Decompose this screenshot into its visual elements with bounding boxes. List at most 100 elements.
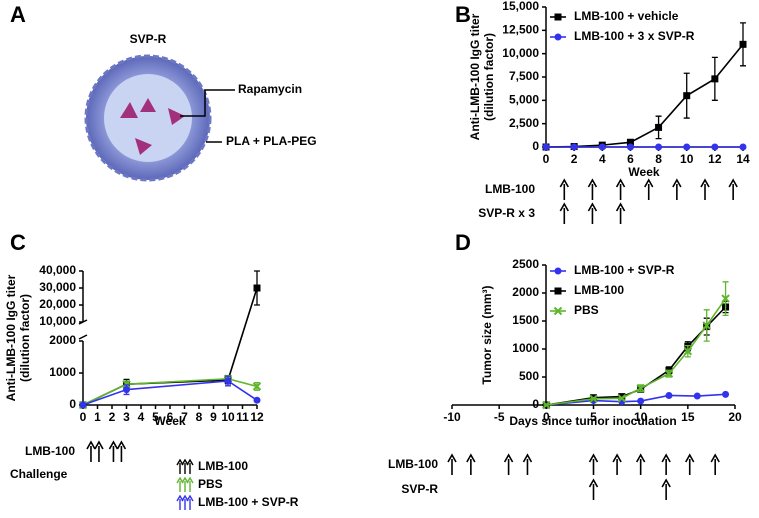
arrow [615, 178, 626, 200]
y-tick-label: 2000 [49, 333, 76, 347]
arrow [588, 453, 599, 475]
marker [683, 143, 691, 151]
x-tick-label: 2 [109, 410, 116, 424]
x-tick-label: 6 [627, 152, 634, 166]
marker [570, 143, 578, 151]
arrow [661, 478, 671, 500]
marker [79, 401, 87, 409]
y-tick-label: 10,000 [502, 46, 539, 60]
particle-title: SVP-R [130, 32, 167, 46]
arrow [615, 202, 626, 224]
arrow [661, 453, 671, 475]
legend-label: PBS [198, 477, 223, 491]
y-tick-label: 2000 [512, 285, 539, 299]
arrow [587, 202, 598, 224]
series-line [82, 287, 258, 406]
legend-label: LMB-100 [198, 459, 248, 473]
marker [711, 75, 719, 83]
row-label: SVP-R x 3 [478, 206, 535, 220]
marker [683, 92, 691, 100]
y-tick-label: 0 [532, 397, 539, 411]
axis-break [78, 334, 88, 340]
x-axis-label: Days since tumor inoculation [509, 414, 676, 428]
marker [636, 383, 645, 393]
x-tick-label: -10 [443, 410, 461, 424]
arrow [685, 453, 695, 475]
y-axis-label: (dilution factor) [482, 33, 496, 121]
legend-arrow [186, 458, 194, 474]
arrow [447, 453, 457, 475]
x-axis-label: Week [154, 414, 185, 428]
marker [665, 391, 673, 399]
x-tick-label: 5 [590, 410, 597, 424]
row-label: LMB-100 [388, 457, 438, 471]
arrow [672, 178, 682, 200]
y-tick-label: 40,000 [39, 263, 76, 277]
marker [554, 33, 562, 41]
y-axis-label: Anti-LMB-100 IgG titer [4, 274, 18, 401]
y-tick-label: 30,000 [39, 280, 76, 294]
x-tick-label: 3 [123, 410, 130, 424]
arrow [559, 178, 569, 200]
chart-panel: B 0 2 4 6 8 10 12 14 0 2,500 5,000 7,500 10,000 12,500… [455, 0, 750, 224]
drug [120, 102, 138, 118]
arrow [587, 178, 598, 200]
arrow [466, 453, 476, 475]
y-tick-label: 20,000 [39, 297, 76, 311]
legend-arrow [181, 476, 189, 492]
arrow [108, 440, 119, 462]
panel-letter: D [455, 230, 471, 255]
legend-label: LMB-100 + SVP-R [198, 495, 299, 509]
marker [617, 394, 627, 403]
label: Rapamycin [238, 82, 302, 96]
row-label: LMB-100 [485, 182, 535, 196]
legend-arrow [181, 458, 189, 474]
arrow [116, 440, 127, 462]
legend-label: PBS [574, 303, 599, 317]
leader-line [180, 89, 235, 117]
x-tick-label: 9 [210, 410, 217, 424]
legend-arrow [181, 494, 189, 510]
marker [702, 321, 711, 330]
series-line [82, 380, 258, 406]
x-tick-label: 0 [543, 152, 550, 166]
series-line [546, 298, 727, 406]
marker [589, 394, 598, 404]
x-tick-label: 10 [634, 410, 648, 424]
marker [542, 143, 550, 151]
marker [739, 40, 747, 48]
x-tick-label: 11 [236, 410, 249, 424]
y-tick-label: 1000 [49, 365, 76, 379]
legend-label: LMB-100 + SVP-R [574, 263, 675, 277]
legend-arrow [176, 476, 184, 492]
y-tick-label: 5,000 [509, 93, 539, 107]
chart-panel: D -10 -5 0 5 10 15 20 0 500 1000 1500 2000 2500 Days s… [388, 230, 742, 500]
y-tick-label: 12,500 [502, 23, 539, 37]
marker [721, 294, 730, 303]
arrow [588, 478, 599, 500]
x-tick-label: 12 [708, 152, 722, 166]
drug [168, 108, 185, 125]
arrow [94, 440, 104, 462]
legend-label: LMB-100 + vehicle [574, 9, 679, 23]
arrow [612, 453, 622, 475]
legend-arrow [186, 494, 194, 510]
row-label: SVP-R [401, 482, 438, 496]
row-label: Challenge [10, 467, 68, 481]
x-tick-label: 5 [152, 410, 159, 424]
arrow [710, 453, 720, 475]
x-tick-label: 6 [167, 410, 174, 424]
marker [637, 397, 645, 405]
marker [542, 400, 551, 410]
marker [553, 306, 563, 316]
marker [693, 392, 701, 400]
legend-arrow [186, 476, 194, 492]
x-tick-label: 4 [138, 410, 145, 424]
marker [711, 143, 719, 151]
x-tick-label: 0 [543, 410, 550, 424]
marker [554, 13, 562, 21]
marker [253, 284, 261, 292]
marker [554, 287, 562, 295]
arrow [700, 178, 710, 200]
chart-panel: C0 1 2 3 4 5 6 7 8 9 10 11 1201000200010,00020,00030… [4, 230, 299, 510]
